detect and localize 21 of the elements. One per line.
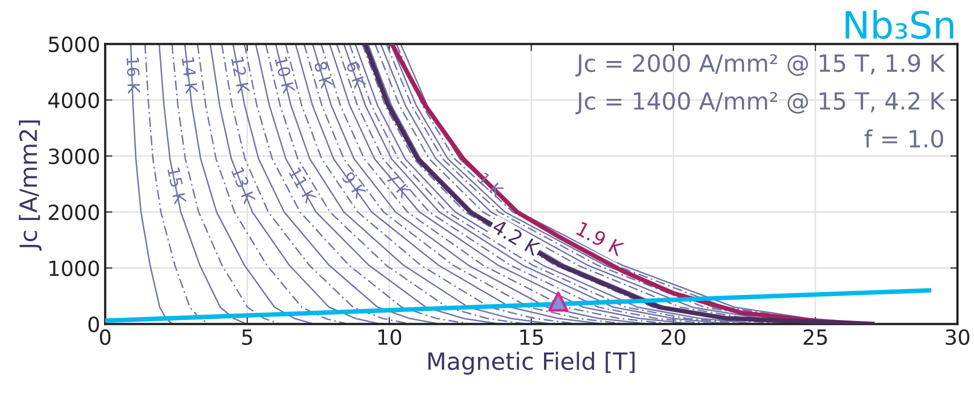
x-tick-label: 10 <box>378 329 402 345</box>
x-tick-label: 30 <box>946 329 970 345</box>
y-tick-label: 0 <box>88 316 99 332</box>
y-tick-label: 5000 <box>48 36 99 52</box>
text: 1.9 K <box>576 221 626 257</box>
chart-title: Nb₃Sn <box>846 10 954 40</box>
y-tick-label: 3000 <box>48 148 99 164</box>
x-axis-title: Magnetic Field [T] <box>428 352 635 375</box>
y-tick-label: 4000 <box>48 92 99 108</box>
x-tick-label: 20 <box>662 329 686 345</box>
y-axis-title: Jc [A/mm2] <box>18 120 42 251</box>
y-tick-label: 2000 <box>48 204 99 220</box>
y-tick-label: 1000 <box>50 260 99 276</box>
x-tick-label: 15 <box>520 330 543 345</box>
annotation: Jc = 1400 A/mm² @ 15 T, 4.2 K <box>575 92 946 114</box>
x-tick-label: 0 <box>100 329 110 345</box>
x-tick-label: 5 <box>242 330 252 345</box>
x-tick-label: 25 <box>804 329 827 345</box>
text: 4.2 K <box>492 218 542 256</box>
annotation: f = 1.0 <box>864 129 944 148</box>
annotation: Jc = 2000 A/mm² @ 15 T, 1.9 K <box>575 54 946 76</box>
